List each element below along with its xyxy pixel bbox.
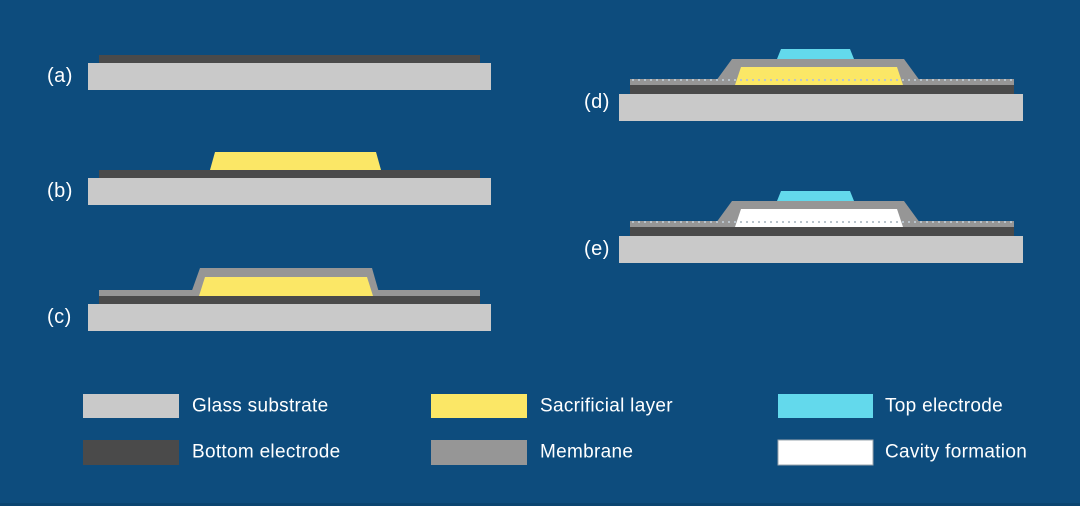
- legend-swatch-bottom-electrode: [83, 440, 179, 465]
- legend-swatch-membrane: [431, 440, 527, 465]
- glass-substrate-layer: [88, 178, 491, 205]
- sacrificial-layer: [210, 152, 381, 170]
- bottom-electrode-layer: [630, 227, 1014, 236]
- glass-substrate-layer: [619, 236, 1023, 263]
- bottom-electrode-layer: [99, 296, 480, 304]
- panel-label-e: (e): [584, 238, 610, 260]
- legend-swatch-sacrificial-layer: [431, 394, 527, 418]
- top-electrode-layer: [777, 49, 854, 59]
- sacrificial-layer: [735, 67, 903, 85]
- glass-substrate-layer: [88, 63, 491, 90]
- legend-label-top-electrode: Top electrode: [885, 395, 1003, 417]
- bottom-electrode-layer: [99, 170, 480, 178]
- legend-swatch-cavity: [777, 439, 874, 466]
- panel-label-a: (a): [47, 65, 73, 87]
- panel-d: [619, 49, 1023, 121]
- bottom-electrode-layer: [99, 55, 480, 63]
- panel-label-d: (d): [584, 91, 610, 113]
- glass-substrate-layer: [88, 304, 491, 331]
- legend-label-bottom-electrode: Bottom electrode: [192, 441, 341, 463]
- legend-swatch-glass-substrate: [83, 394, 179, 418]
- legend-label-cavity-formation: Cavity formation: [885, 441, 1028, 463]
- bottom-electrode-layer: [630, 85, 1014, 94]
- legend-swatch-top-electrode: [778, 394, 873, 418]
- panel-e: [619, 191, 1023, 263]
- legend-label-membrane: Membrane: [540, 441, 634, 463]
- sacrificial-layer: [199, 277, 373, 296]
- panel-c: [88, 268, 491, 331]
- panel-label-b: (b): [47, 180, 73, 202]
- panel-label-c: (c): [47, 306, 72, 328]
- legend-label-glass-substrate: Glass substrate: [192, 395, 329, 417]
- bottom-edge-line: [0, 503, 1080, 506]
- top-electrode-layer: [777, 191, 854, 201]
- legend-swatches: [83, 394, 874, 466]
- cavity-layer: [735, 209, 903, 227]
- legend-label-sacrificial-layer: Sacrificial layer: [540, 395, 673, 417]
- panel-a: [88, 55, 491, 90]
- glass-substrate-layer: [619, 94, 1023, 121]
- panel-b: [88, 152, 491, 205]
